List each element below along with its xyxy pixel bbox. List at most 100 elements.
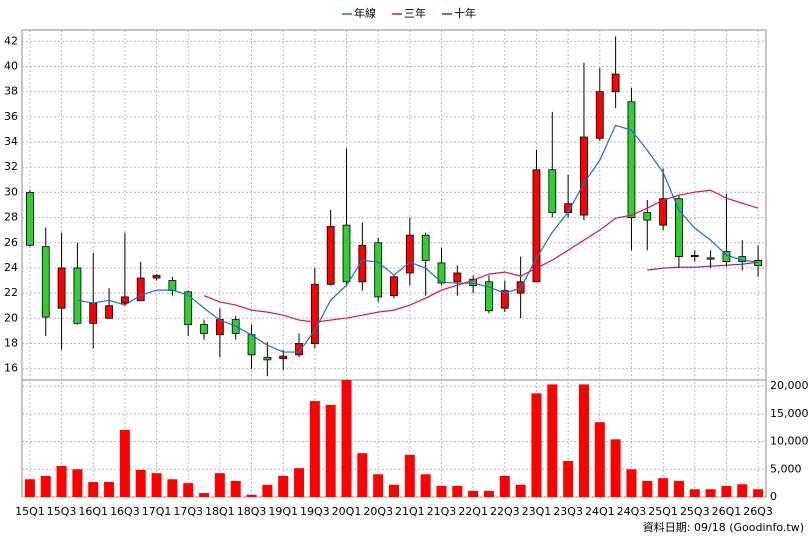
volume-bar bbox=[420, 474, 431, 497]
volume-bar bbox=[452, 485, 463, 497]
y-tick-label: 18 bbox=[4, 336, 18, 349]
volume-bar bbox=[673, 480, 684, 497]
volume-bar bbox=[705, 489, 716, 497]
x-tick-label: 21Q3 bbox=[427, 505, 457, 518]
y-tick-label: 34 bbox=[4, 135, 18, 148]
volume-bar bbox=[721, 485, 732, 497]
x-tick-label: 18Q3 bbox=[237, 505, 267, 518]
legend-label: 十年 bbox=[454, 6, 476, 20]
candle-body bbox=[326, 226, 335, 285]
volume-bar bbox=[357, 453, 368, 497]
volume-bar bbox=[341, 380, 352, 497]
volume-bar bbox=[626, 469, 637, 497]
volume-bar bbox=[56, 465, 67, 497]
volume-bar bbox=[294, 468, 305, 497]
y-tick-label: 30 bbox=[4, 185, 18, 198]
y2-tick-label: 15,000 bbox=[770, 407, 808, 420]
volume-bar bbox=[199, 493, 210, 497]
candle-body bbox=[295, 343, 303, 356]
y-tick-label: 36 bbox=[4, 110, 18, 123]
candle-body bbox=[73, 267, 82, 324]
volume-bar bbox=[40, 475, 51, 497]
candle-body bbox=[580, 136, 588, 216]
candle-body bbox=[548, 169, 557, 213]
ma-line bbox=[647, 261, 759, 271]
x-tick-label: 16Q3 bbox=[110, 505, 140, 518]
volume-bar bbox=[214, 473, 225, 497]
candle-body bbox=[500, 290, 509, 309]
candle-body bbox=[437, 262, 446, 284]
volume-bar bbox=[183, 483, 194, 497]
x-tick-label: 23Q1 bbox=[522, 505, 552, 518]
y2-tick-label: 0 bbox=[770, 490, 777, 503]
volume-bar bbox=[72, 469, 83, 497]
legend-label: 年線 bbox=[354, 6, 376, 20]
volume-bar bbox=[246, 494, 257, 497]
candle-body bbox=[469, 278, 478, 286]
volume-bar bbox=[594, 422, 605, 497]
x-tick-label: 17Q3 bbox=[173, 505, 203, 518]
volume-bar bbox=[88, 482, 99, 497]
x-tick-label: 19Q3 bbox=[300, 505, 330, 518]
candle-body bbox=[421, 234, 430, 261]
candle-body bbox=[215, 319, 224, 336]
footer: 資料日期: 09/18 (Goodinfo.tw) bbox=[643, 520, 804, 534]
candle-body bbox=[595, 91, 604, 139]
y2-tick-label: 5,000 bbox=[770, 462, 802, 475]
y-tick-label: 16 bbox=[4, 362, 18, 375]
candle-body bbox=[310, 283, 319, 344]
candle-body bbox=[706, 257, 715, 260]
volume-bar bbox=[436, 485, 447, 497]
volume-bar bbox=[404, 454, 415, 497]
candle-body bbox=[152, 275, 161, 279]
ma-line bbox=[203, 189, 759, 323]
candle-body bbox=[263, 356, 272, 361]
volume-bar bbox=[753, 489, 764, 497]
y2-tick-label: 20,000 bbox=[770, 379, 808, 392]
volume-bar bbox=[689, 489, 700, 497]
y-tick-label: 40 bbox=[4, 60, 18, 73]
candle-body bbox=[690, 254, 699, 258]
x-tick-label: 15Q1 bbox=[15, 505, 45, 518]
volume-bar bbox=[737, 484, 748, 497]
candle-body bbox=[627, 101, 636, 218]
x-tick-label: 20Q3 bbox=[363, 505, 393, 518]
x-tick-label: 25Q3 bbox=[680, 505, 710, 518]
x-tick-label: 22Q1 bbox=[458, 505, 488, 518]
x-tick-label: 24Q3 bbox=[617, 505, 647, 518]
y-tick-label: 42 bbox=[4, 34, 18, 47]
candle-body bbox=[184, 291, 193, 326]
x-tick-label: 23Q3 bbox=[553, 505, 583, 518]
volume-bar bbox=[151, 473, 162, 497]
candle-body bbox=[136, 277, 145, 302]
volume-bar bbox=[578, 384, 589, 497]
volume-bar bbox=[278, 475, 289, 497]
candle-body bbox=[611, 73, 620, 93]
candle-body bbox=[342, 224, 351, 283]
y-tick-label: 20 bbox=[4, 311, 18, 324]
volume-bar bbox=[563, 460, 574, 497]
x-tick-label: 26Q3 bbox=[743, 505, 773, 518]
candle-body bbox=[279, 355, 288, 359]
volume-bar bbox=[547, 384, 558, 497]
y-tick-label: 26 bbox=[4, 236, 18, 249]
volume-bar bbox=[483, 490, 494, 497]
volume-bar bbox=[309, 401, 320, 497]
volume-bar bbox=[230, 480, 241, 497]
volume-bar bbox=[325, 404, 336, 497]
candle-body bbox=[532, 169, 541, 283]
candle-body bbox=[120, 296, 129, 304]
volume-bar bbox=[531, 393, 542, 497]
y-tick-label: 22 bbox=[4, 286, 18, 299]
candle-body bbox=[105, 305, 113, 319]
x-tick-label: 18Q1 bbox=[205, 505, 235, 518]
candle-body bbox=[485, 281, 493, 312]
volume-bar bbox=[262, 484, 273, 497]
volume-bar bbox=[167, 479, 178, 497]
x-tick-label: 21Q1 bbox=[395, 505, 425, 518]
candle-body bbox=[57, 267, 66, 309]
x-tick-label: 25Q1 bbox=[648, 505, 678, 518]
candle-body bbox=[675, 198, 683, 258]
volume-bar bbox=[468, 490, 479, 497]
